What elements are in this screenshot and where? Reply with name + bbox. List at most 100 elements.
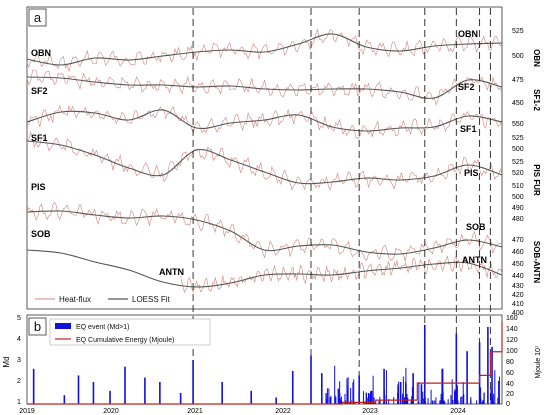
axis-b-left-tick-0: 5 [17, 315, 21, 322]
axis-b-left-tick-2: 3 [17, 357, 21, 364]
heat-flux-line-sf1 [26, 104, 503, 140]
eq-event-bar-minor [341, 400, 343, 404]
axis-b-right-tick-3: 100 [506, 348, 518, 355]
eq-event-bar-minor [353, 379, 355, 404]
eq-event-bar-minor [447, 399, 449, 404]
right-axis-sf-title: SF1-2 [532, 89, 541, 111]
eq-event-bar-minor [366, 397, 368, 404]
right-axis-pis-title: PIS FUR [532, 164, 541, 196]
eq-event-bar-minor [435, 397, 437, 404]
eq-event-bar [109, 390, 111, 404]
eq-event-bar [491, 346, 493, 404]
eq-event-bar-minor [498, 380, 500, 404]
eq-event-bar-minor [352, 382, 354, 404]
right-axis-pis: 525 520 510 500 490 480 PIS FUR [501, 159, 541, 223]
eq-event-bar [358, 375, 360, 404]
eq-event-bar [63, 395, 66, 404]
eq-event-bar-minor [407, 397, 409, 404]
label-right-obn: OBN [458, 29, 478, 39]
eq-event-bar-minor [451, 379, 453, 404]
eq-event-bar-minor [460, 396, 462, 404]
label-left-sf2: SF2 [31, 86, 48, 96]
eq-event-bar-minor [383, 401, 385, 404]
eq-event-bar-minor [358, 392, 360, 404]
right-axis-pis-tick-1: 520 [512, 170, 524, 177]
eq-event-bar [337, 388, 340, 404]
eq-event-bar-minor [424, 396, 426, 404]
legend-events-swatch [55, 323, 71, 329]
eq-event-bar-minor [497, 397, 499, 404]
loess-line-pis [26, 140, 503, 185]
panel-b-tag-box [28, 317, 47, 336]
eq-event-bar-minor [398, 381, 400, 404]
eq-event-bar-minor [328, 388, 330, 404]
eq-event-bar-minor [405, 383, 407, 404]
eq-event-bar [124, 366, 126, 404]
eq-event-bar-minor [335, 396, 337, 404]
eq-event-bar-minor [490, 398, 492, 404]
eq-event-bar-minor [480, 387, 482, 404]
loess-line-sf1 [26, 109, 503, 132]
eq-event-bar-minor [410, 400, 412, 404]
eq-event-bar-minor [482, 400, 484, 404]
eq-event-bar [320, 373, 323, 404]
eq-event-bar-minor [325, 392, 327, 404]
right-axis-obn-title: OBN [532, 49, 541, 67]
eq-event-bar-minor [402, 393, 404, 404]
axis-b-right-tick-4: 80 [506, 359, 514, 366]
right-axis-sf: 550 525 500 SF1-2 [501, 89, 541, 153]
eq-event-bar-minor [412, 377, 414, 404]
panel-b-legend: EQ event (Md>1) EQ Cumulative Energy (Mj… [49, 318, 211, 346]
eq-event-bar [423, 324, 426, 404]
axis-b-left-tick-4: 1 [17, 399, 21, 406]
right-axis-sob-tick-0: 470 [512, 237, 524, 244]
right-axis-pis-tick-3: 500 [512, 194, 524, 201]
legend-events-label: EQ event (Md>1) [76, 324, 130, 331]
eq-event-bar-minor [372, 375, 374, 404]
right-axis-sob-tick-4: 430 [512, 283, 524, 290]
eq-event-bar-minor [456, 385, 458, 404]
eq-event-bar-minor [329, 397, 331, 404]
eq-event-bar-minor [455, 387, 457, 404]
eq-event-bar-minor [481, 401, 483, 404]
right-axis-sob-tick-7: 400 [512, 310, 524, 317]
eq-event-bar-minor [385, 370, 387, 404]
label-right-sf2: SF2 [458, 82, 475, 92]
eq-event-bar [383, 368, 385, 404]
eq-event-bar [420, 384, 423, 404]
eq-event-bar [478, 342, 481, 404]
eq-event-bar [441, 368, 444, 404]
eq-event-bar-minor [498, 376, 500, 404]
eq-event-bar [455, 333, 458, 404]
eq-event-bar-minor [417, 401, 419, 404]
panel-a-frame [26, 6, 503, 310]
axis-b-right-label: Mjoule 10⁷ [535, 345, 542, 378]
eq-event-bar [221, 382, 223, 404]
label-right-pis: PIS [464, 168, 479, 178]
eq-event-bar-minor [326, 399, 328, 404]
eq-event-bar [275, 397, 277, 404]
eq-event-bar-minor [431, 400, 433, 404]
eq-event-bar [32, 368, 35, 404]
eq-event-bar-minor [492, 396, 494, 404]
eq-event-bar [291, 371, 294, 404]
panel-b-frame [26, 314, 503, 405]
eq-event-bar-minor [440, 399, 442, 404]
eq-event-bar-minor [350, 388, 352, 404]
legend-loess-label: LOESS Fit [132, 295, 171, 304]
label-left-antn: ANTN [159, 267, 184, 277]
eq-event-bar-minor [452, 399, 454, 404]
axis-b-right-tick-2: 120 [506, 337, 518, 344]
eq-event-bar-minor [470, 399, 472, 404]
x-tick-2024: 2024 [450, 408, 466, 415]
x-tick-2022: 2022 [275, 408, 291, 415]
axis-b-right-tick-5: 60 [506, 370, 514, 377]
heat-flux-line-sob [26, 201, 503, 262]
axis-b-right-tick-8: 0 [506, 401, 510, 408]
right-axis-obn: 525 500 475 450 OBN [501, 20, 541, 108]
eq-event-bar-minor [379, 400, 381, 404]
right-axis-sob-tick-5: 420 [512, 292, 524, 299]
eq-event-bar-minor [442, 391, 444, 404]
eq-event-bar [144, 377, 146, 404]
eq-event-bar-minor [424, 401, 426, 404]
